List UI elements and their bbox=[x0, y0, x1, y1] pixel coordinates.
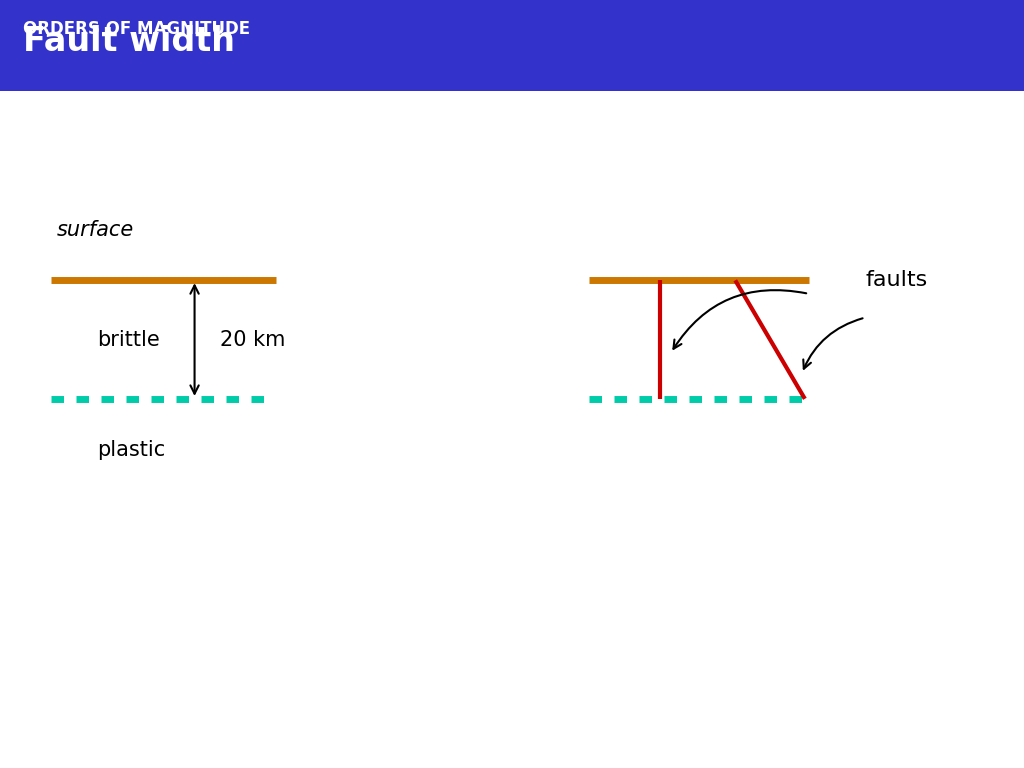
Text: surface: surface bbox=[56, 220, 133, 240]
Text: 20 km: 20 km bbox=[220, 329, 286, 349]
Text: Fault width: Fault width bbox=[23, 25, 234, 58]
Text: ORDERS OF MAGNITUDE: ORDERS OF MAGNITUDE bbox=[23, 20, 250, 38]
Text: plastic: plastic bbox=[97, 439, 166, 459]
Text: brittle: brittle bbox=[97, 329, 160, 349]
Text: faults: faults bbox=[865, 270, 928, 290]
